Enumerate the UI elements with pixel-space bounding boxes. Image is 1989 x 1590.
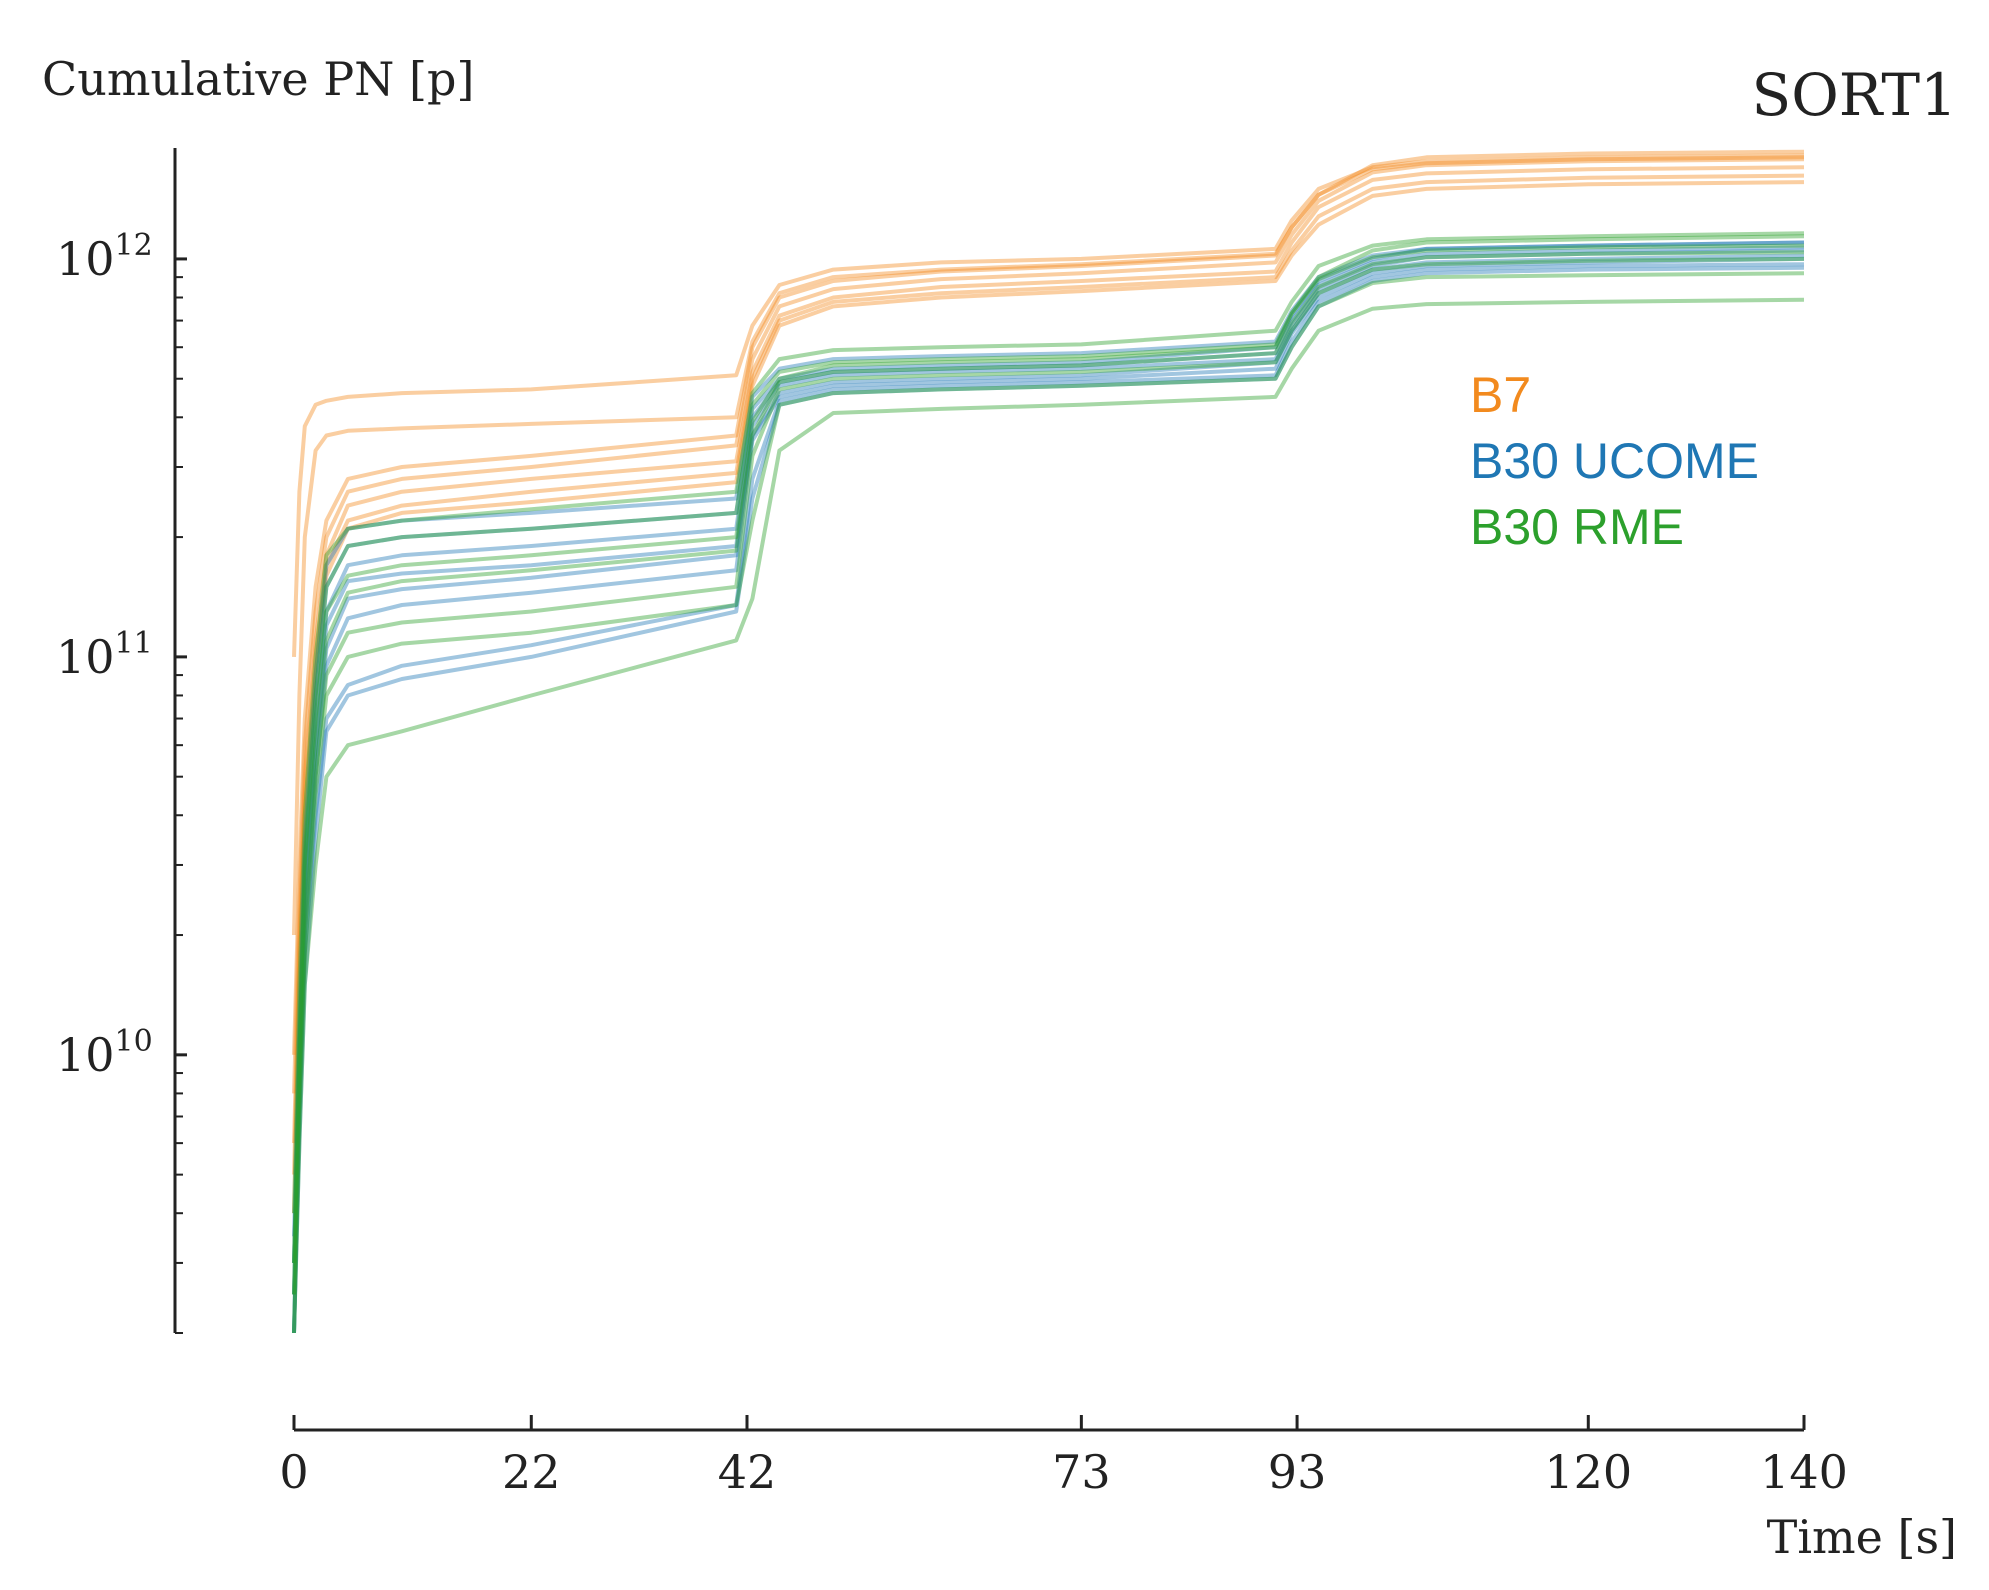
series-b30-ucome-run-3 [292, 256, 1805, 1334]
series-b30-ucome-run-4 [292, 245, 1805, 1263]
y-tick-label: 1011 [56, 626, 153, 684]
y-tick-label: 1010 [56, 1024, 153, 1082]
y-tick-label: 1012 [56, 228, 153, 286]
legend-item: B7 [1470, 367, 1531, 423]
x-ticks: 0 22 42 73 93 120 140 [279, 1415, 1848, 1499]
y-major-ticks: 1010 1011 1012 [56, 228, 187, 1082]
y-minor-ticks [175, 276, 183, 1334]
series-b7-run-6 [292, 153, 1805, 657]
x-tick-label: 0 [279, 1445, 308, 1499]
series-b30-rme-run-4 [292, 243, 1805, 1263]
series-b7-run-5 [292, 180, 1805, 1214]
y-axis-label: Cumulative PN [p] [42, 52, 474, 106]
x-tick-label: 73 [1052, 1445, 1111, 1499]
series-b7-run-3 [292, 165, 1805, 1144]
series-b30-ucome-run-1 [292, 240, 1805, 1263]
x-tick-label: 120 [1544, 1445, 1632, 1499]
series-b30-ucome-run-6 [292, 262, 1805, 1295]
series-b30-rme-run-6 [292, 231, 1805, 1214]
series-b7-run-1 [292, 149, 1805, 1055]
x-tick-label: 22 [502, 1445, 561, 1499]
legend-item: B30 UCOME [1470, 433, 1759, 489]
series-b30-ucome-run-2 [292, 248, 1805, 1295]
chart-title: SORT1 [1751, 61, 1957, 129]
x-tick-label: 42 [718, 1445, 777, 1499]
series-b30-ucome-run-8 [292, 253, 1805, 1334]
plot-lines [292, 149, 1805, 1334]
legend-item: B30 RME [1470, 499, 1684, 555]
series-b30-rme-run-7 [292, 250, 1805, 1295]
series-b7-run-7 [292, 155, 1805, 936]
series-b30-rme-run-3 [292, 256, 1805, 1295]
series-b7-run-4 [292, 173, 1805, 1175]
x-tick-label: 93 [1268, 1445, 1327, 1499]
series-b30-rme-run-2 [292, 234, 1805, 1263]
series-b30-ucome-run-7 [292, 240, 1805, 1237]
series-b7-run-2 [292, 157, 1805, 1094]
x-axis-label: Time [s] [1767, 1510, 1957, 1564]
series-b30-rme-run-5 [292, 271, 1805, 1334]
series-b30-ucome-run-5 [292, 265, 1805, 1334]
legend: B7 B30 UCOME B30 RME [1470, 367, 1759, 555]
x-tick-label: 140 [1760, 1445, 1848, 1499]
series-b30-rme-run-1 [292, 297, 1805, 1334]
